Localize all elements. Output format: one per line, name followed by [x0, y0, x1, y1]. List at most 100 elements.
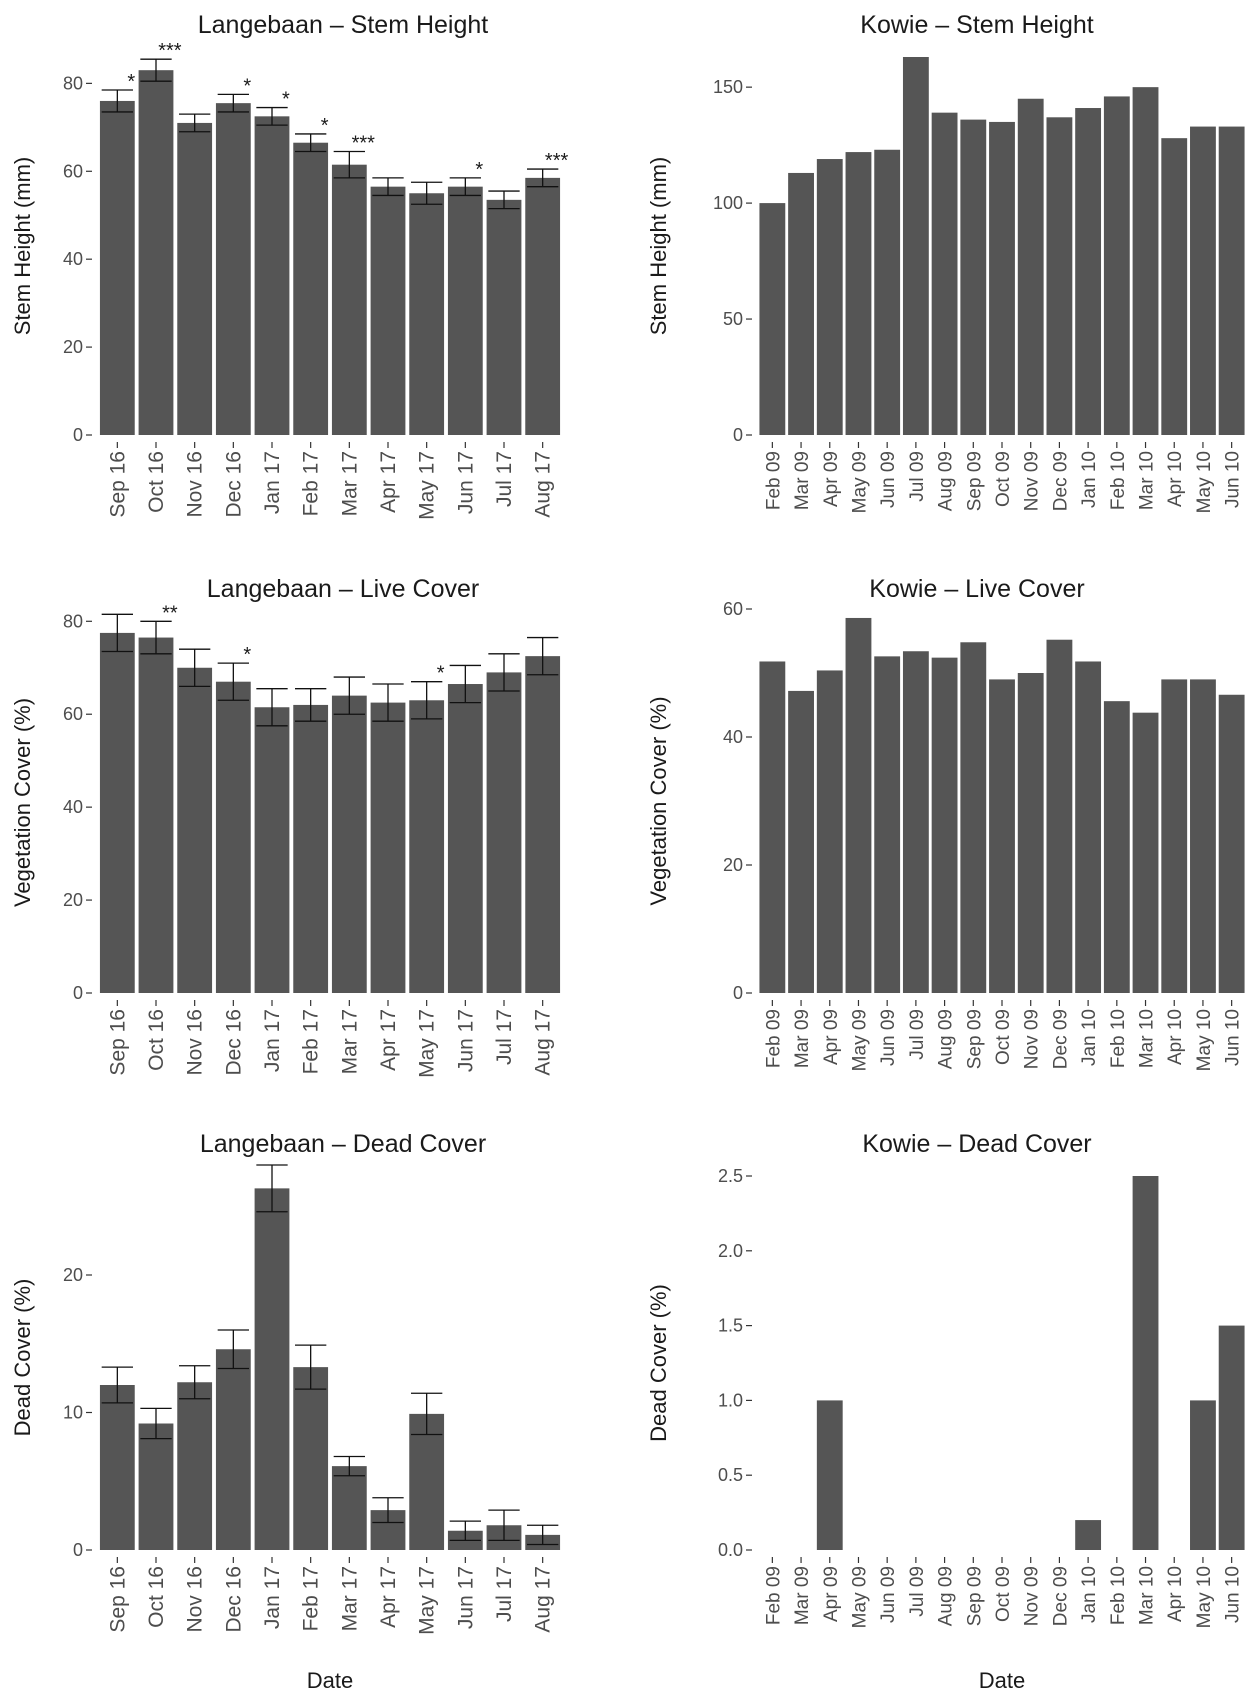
- y-axis-label: Vegetation Cover (%): [10, 698, 35, 907]
- x-tick-label: Mar 17: [338, 451, 361, 516]
- bar: [874, 656, 901, 993]
- x-tick-label: Aug 09: [936, 451, 957, 511]
- x-tick-label: Nov 16: [184, 1566, 207, 1633]
- x-tick-label: Jun 10: [1223, 1566, 1244, 1623]
- bar: [1132, 1176, 1159, 1550]
- y-tick-label: 40: [63, 249, 83, 269]
- x-tick-label: Mar 17: [338, 1009, 361, 1074]
- bar: [759, 203, 786, 435]
- x-tick-label: May 09: [849, 1009, 870, 1071]
- bar: [1161, 679, 1188, 993]
- y-tick-label: 40: [63, 797, 83, 817]
- bar: [1190, 679, 1216, 993]
- y-tick-label: 0: [73, 983, 83, 1003]
- chart-kowie-dead: Kowie – Dead Cover Dead Cover (%) Date 0.0 0…: [646, 1130, 1245, 1693]
- y-tick-label: 2.5: [718, 1166, 743, 1186]
- y-tick-label: 10: [63, 1403, 83, 1423]
- bar: [989, 121, 1015, 435]
- x-tick-label: May 10: [1194, 1566, 1215, 1628]
- y-tick-label: 80: [63, 611, 83, 631]
- bar: [215, 681, 251, 993]
- y-axis-label: Dead Cover (%): [646, 1284, 671, 1442]
- x-tick-label: Jul 17: [493, 1009, 516, 1065]
- bar: [1132, 712, 1159, 993]
- bar: [1017, 673, 1044, 993]
- x-tick-label: Apr 10: [1165, 1009, 1186, 1065]
- bar: [816, 670, 843, 993]
- bar: [1046, 117, 1073, 435]
- significance-label: *: [243, 75, 251, 97]
- y-tick-label: 20: [63, 890, 83, 910]
- y-tick-label: 0: [73, 425, 83, 445]
- x-tick-label: Jul 09: [907, 1566, 928, 1617]
- x-tick-label: Jul 17: [493, 1566, 516, 1622]
- x-tick-label: Apr 09: [821, 1009, 842, 1065]
- bar: [931, 657, 958, 993]
- x-tick-label: Feb 17: [300, 451, 323, 516]
- bar: [293, 1367, 329, 1550]
- bar: [1075, 1520, 1102, 1550]
- bar: [816, 1400, 843, 1550]
- x-tick-label: Jun 17: [454, 451, 477, 514]
- x-tick-label: Apr 17: [377, 1566, 400, 1628]
- significance-label: **: [162, 602, 178, 624]
- x-tick-label: Apr 09: [821, 451, 842, 507]
- y-tick-label: 50: [723, 309, 743, 329]
- y-tick-label: 20: [63, 1265, 83, 1285]
- x-tick-label: Feb 17: [300, 1566, 323, 1631]
- significance-label: *: [475, 159, 483, 181]
- bar: [931, 112, 958, 436]
- bar: [759, 661, 786, 993]
- x-tick-label: Aug 17: [532, 1566, 555, 1633]
- x-tick-label: Feb 09: [763, 451, 784, 510]
- bar: [331, 164, 367, 436]
- x-tick-label: May 09: [849, 1566, 870, 1628]
- bar: [1046, 639, 1073, 993]
- bar: [902, 57, 929, 435]
- bar: [845, 152, 872, 435]
- x-tick-label: Sep 09: [964, 1009, 985, 1069]
- bar: [525, 177, 561, 436]
- bar: [1075, 108, 1102, 435]
- bar: [1075, 661, 1102, 993]
- x-tick-label: Jan 10: [1079, 1009, 1100, 1066]
- bar: [331, 695, 367, 993]
- y-tick-label: 1.0: [718, 1390, 743, 1410]
- x-tick-label: Jun 09: [878, 1566, 899, 1623]
- y-tick-label: 0.0: [718, 1540, 743, 1560]
- x-tick-label: Oct 16: [145, 451, 168, 513]
- x-tick-label: Jul 09: [907, 1009, 928, 1060]
- x-tick-label: Mar 09: [792, 1009, 813, 1068]
- x-tick-label: Oct 09: [993, 1566, 1014, 1622]
- y-tick-label: 0.5: [718, 1465, 743, 1485]
- x-tick-label: Feb 09: [763, 1009, 784, 1068]
- significance-label: *: [282, 89, 290, 111]
- x-tick-label: Dec 09: [1050, 1009, 1071, 1069]
- x-tick-label: Feb 09: [763, 1566, 784, 1625]
- y-tick-label: 60: [63, 161, 83, 181]
- x-tick-label: Sep 16: [106, 451, 129, 518]
- x-tick-label: Nov 16: [184, 451, 207, 518]
- x-tick-label: Jun 09: [878, 1009, 899, 1066]
- x-tick-label: Aug 17: [532, 451, 555, 518]
- x-tick-label: May 17: [416, 1009, 439, 1078]
- significance-label: ***: [158, 40, 182, 62]
- y-tick-label: 0: [733, 425, 743, 445]
- y-tick-label: 20: [63, 337, 83, 357]
- bar: [788, 690, 814, 993]
- bar: [293, 704, 329, 993]
- x-tick-label: Mar 17: [338, 1566, 361, 1631]
- x-tick-label: Dec 16: [222, 1009, 245, 1076]
- x-tick-label: Jan 10: [1079, 1566, 1100, 1623]
- x-tick-label: Aug 09: [936, 1566, 957, 1626]
- x-tick-label: Feb 17: [300, 1009, 323, 1074]
- x-tick-label: Jun 17: [454, 1009, 477, 1072]
- x-tick-label: Dec 09: [1050, 451, 1071, 511]
- chart-kowie-live: Kowie – Live Cover Vegetation Cover (%) 0 2…: [646, 575, 1245, 1071]
- x-tick-label: May 17: [416, 1566, 439, 1635]
- bar: [1132, 87, 1159, 435]
- x-tick-label: Oct 16: [145, 1009, 168, 1071]
- y-tick-label: 20: [723, 855, 743, 875]
- bar: [370, 702, 406, 993]
